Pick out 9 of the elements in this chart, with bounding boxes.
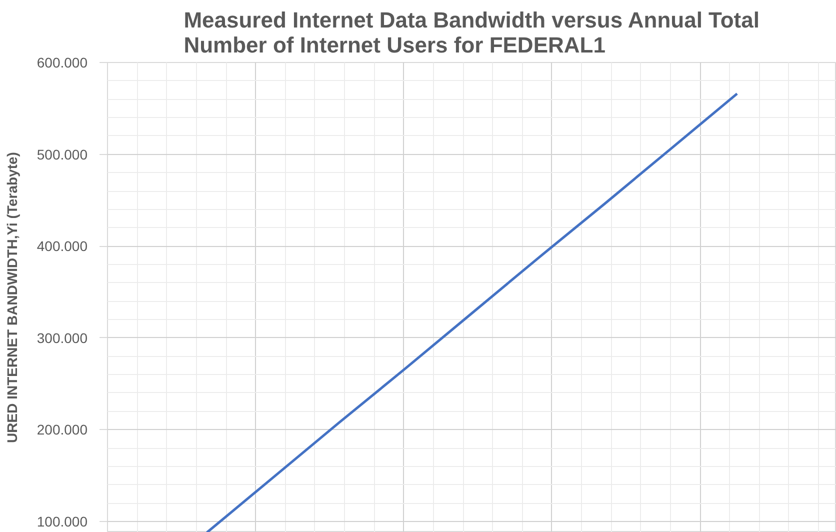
line-series (206, 92, 738, 532)
y-tick-label: 500.000 (36, 146, 88, 162)
y-tick-label: 400.000 (36, 238, 88, 254)
y-tick-label: 200.000 (36, 422, 88, 438)
y-axis-title: URED INTERNET BANDWIDTH,Yi (Terabyte) (4, 152, 20, 443)
y-tick-label: 100.000 (36, 513, 88, 530)
y-tick-label: 600.000 (36, 54, 88, 70)
y-tick-label: 300.000 (36, 330, 88, 346)
chart-title: Measured Internet Data Bandwidth versus Annual Total Number of Internet Users for FEDERAL1 (184, 8, 760, 58)
